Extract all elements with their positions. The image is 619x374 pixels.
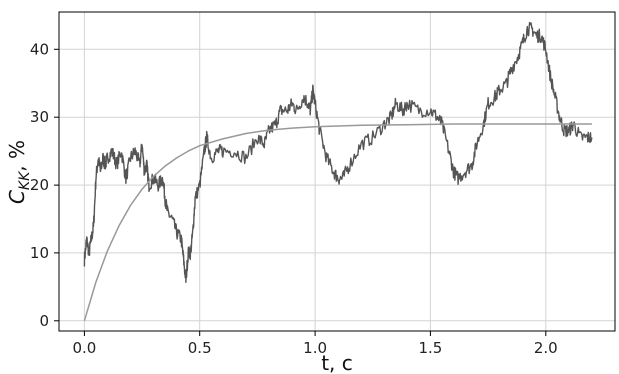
y-axis-label: CKK, % — [5, 140, 33, 204]
y-tick-label: 10 — [30, 244, 49, 262]
svg-text:CKK, %: CKK, % — [5, 140, 33, 204]
measured-series-line — [83, 21, 593, 283]
x-tick-label: 0.0 — [72, 339, 96, 357]
x-tick-label: 1.0 — [303, 339, 327, 357]
y-axis: 0 10 20 30 40 — [30, 40, 59, 330]
y-tick-label: 20 — [30, 176, 49, 194]
y-axis-label-suffix: , % — [5, 140, 29, 172]
grid — [59, 12, 615, 331]
series-layer — [83, 21, 593, 322]
y-tick-label: 0 — [39, 312, 49, 330]
y-tick-label: 30 — [30, 108, 49, 126]
x-tick-label: 0.5 — [188, 339, 212, 357]
fit-curve-line — [83, 123, 592, 322]
x-axis-label: t, c — [321, 351, 353, 374]
y-axis-label-main: C — [5, 190, 29, 204]
plot-frame — [58, 11, 616, 332]
x-tick-label: 1.5 — [418, 339, 442, 357]
y-tick-label: 40 — [30, 40, 49, 58]
x-tick-label: 2.0 — [534, 339, 558, 357]
y-axis-label-sub: KK — [17, 170, 33, 190]
x-axis: 0.0 0.5 1.0 1.5 2.0 — [72, 331, 558, 357]
